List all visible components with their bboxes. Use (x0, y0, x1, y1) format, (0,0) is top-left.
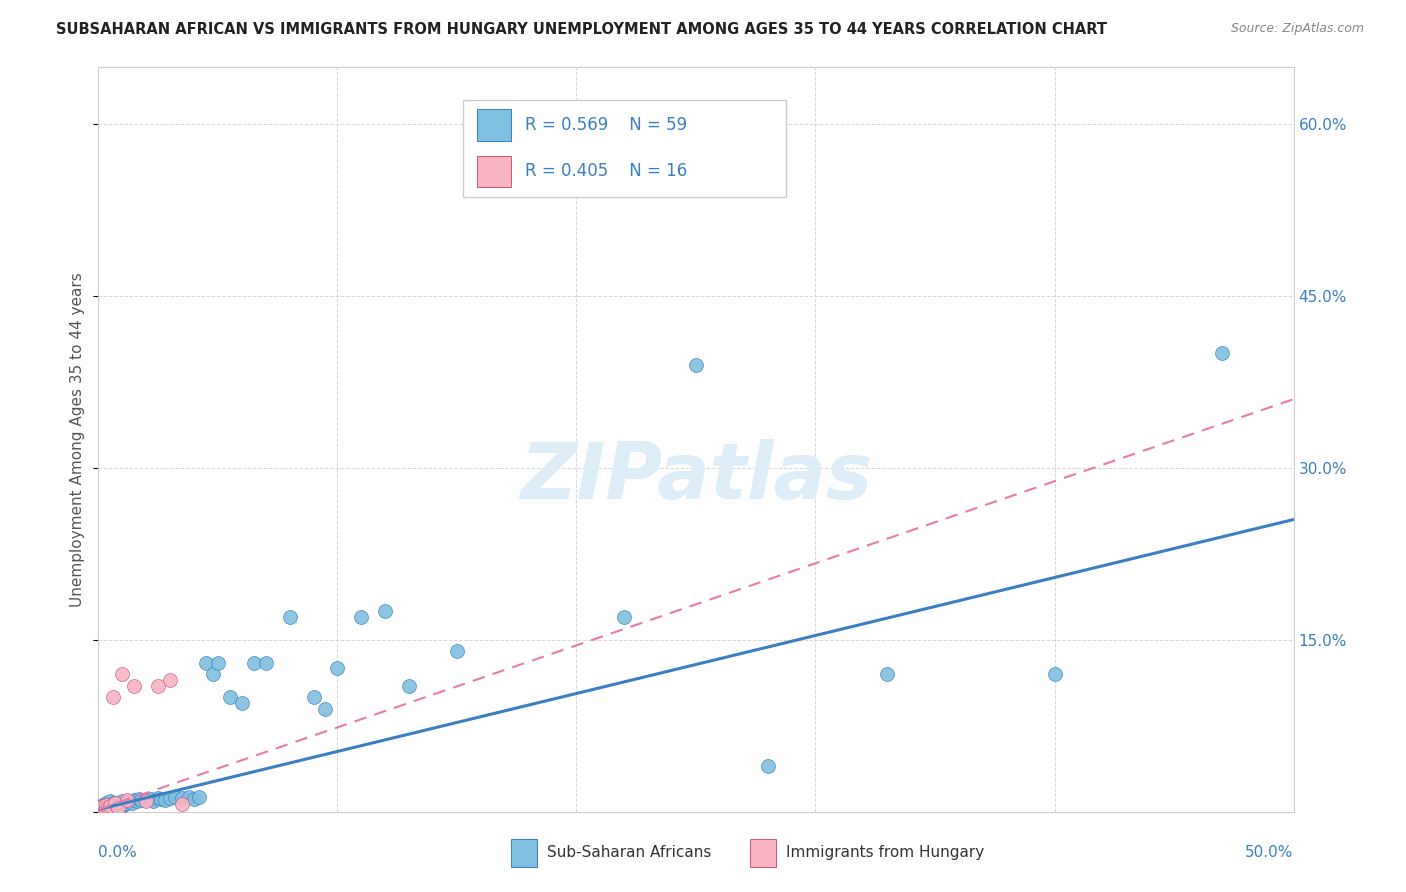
Point (172, 797, 194, 811)
Point (121, 796, 143, 810)
Point (91, 797, 114, 812)
Point (243, 656, 266, 670)
Point (104, 796, 127, 810)
Point (104, 799, 127, 814)
Text: ZIPatlas: ZIPatlas (520, 439, 872, 515)
Point (374, 604, 396, 618)
Point (756, 759, 779, 773)
Text: 50.0%: 50.0% (1246, 846, 1294, 860)
Point (172, 791, 194, 805)
Point (149, 792, 172, 806)
Point (183, 792, 205, 806)
Point (98, 799, 122, 814)
Point (1043, 667, 1066, 681)
Point (114, 797, 136, 811)
Point (90, 800, 112, 814)
Bar (749, 838, 776, 867)
Y-axis label: Unemployment Among Ages 35 to 44 years: Unemployment Among Ages 35 to 44 years (70, 272, 86, 607)
Point (231, 696, 253, 710)
Point (115, 793, 138, 807)
Bar (510, 838, 537, 867)
Point (565, 128, 588, 143)
Point (101, 796, 124, 810)
Point (101, 797, 124, 812)
Point (326, 661, 349, 675)
Point (128, 792, 150, 806)
Point (155, 793, 177, 807)
Point (398, 679, 420, 693)
Text: Source: ZipAtlas.com: Source: ZipAtlas.com (1230, 22, 1364, 36)
Point (302, 690, 325, 705)
Point (187, 789, 209, 804)
Point (207, 656, 229, 670)
Point (446, 644, 468, 658)
Bar (477, 110, 510, 141)
Point (94, 797, 117, 812)
Text: Immigrants from Hungary: Immigrants from Hungary (786, 846, 984, 860)
Point (135, 793, 157, 807)
Text: R = 0.405    N = 16: R = 0.405 N = 16 (524, 162, 688, 180)
Point (159, 791, 181, 805)
Point (111, 794, 134, 808)
Point (1211, 346, 1233, 360)
Point (118, 794, 141, 808)
Point (148, 791, 170, 805)
Point (350, 610, 373, 624)
Text: 0.0%: 0.0% (98, 846, 138, 860)
Point (97, 800, 120, 814)
Point (91, 800, 114, 814)
Point (111, 799, 134, 814)
Point (131, 793, 153, 807)
Point (94, 796, 117, 810)
Point (876, 667, 898, 681)
Bar (463, 101, 786, 197)
Point (125, 794, 148, 808)
Text: SUBSAHARAN AFRICAN VS IMMIGRANTS FROM HUNGARY UNEMPLOYMENT AMONG AGES 35 TO 44 Y: SUBSAHARAN AFRICAN VS IMMIGRANTS FROM HU… (56, 22, 1108, 37)
Point (202, 667, 225, 681)
Point (315, 701, 337, 715)
Point (163, 789, 186, 804)
Text: Sub-Saharan Africans: Sub-Saharan Africans (547, 846, 711, 860)
Point (195, 656, 218, 670)
Point (98, 794, 122, 808)
Point (685, 358, 707, 372)
Point (124, 679, 146, 693)
Point (98, 799, 122, 814)
Point (159, 673, 181, 687)
Point (108, 796, 131, 810)
Point (278, 610, 301, 624)
Point (142, 794, 165, 808)
Point (97, 797, 120, 811)
Point (139, 792, 162, 806)
Point (613, 610, 636, 624)
Point (219, 690, 242, 705)
Point (111, 667, 134, 681)
Bar (477, 155, 510, 186)
Point (124, 793, 146, 807)
Point (135, 794, 157, 808)
Point (179, 789, 201, 804)
Point (101, 690, 124, 705)
Text: R = 0.569    N = 59: R = 0.569 N = 59 (524, 116, 688, 134)
Point (91, 801, 114, 815)
Point (104, 797, 127, 811)
Point (97, 800, 120, 814)
Point (148, 679, 170, 693)
Point (107, 801, 129, 815)
Point (254, 656, 277, 670)
Point (90, 799, 112, 814)
Point (94, 799, 117, 814)
Point (91, 799, 114, 814)
Point (115, 796, 138, 810)
Point (107, 797, 129, 812)
